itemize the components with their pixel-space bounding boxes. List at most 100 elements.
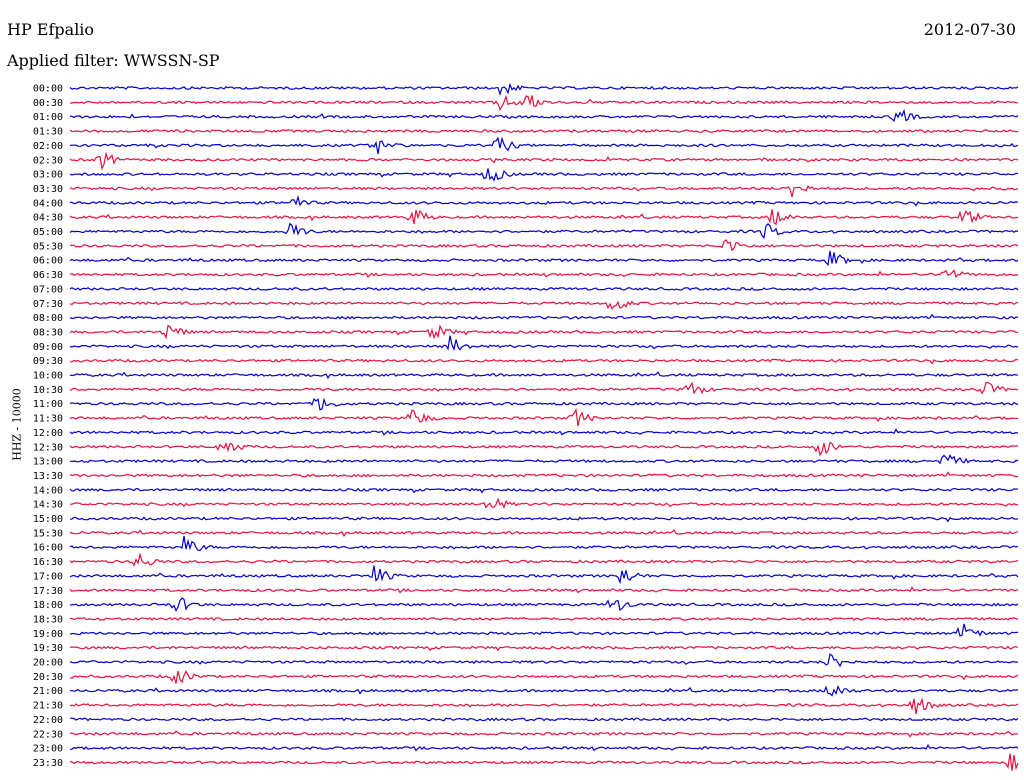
time-label-2130: 21:30 [33,701,63,712]
trace-row-0930 [70,358,1019,365]
trace-row-2330 [69,753,1019,771]
time-label-1700: 17:00 [33,571,63,582]
time-label-1200: 12:00 [33,428,63,439]
time-label-2200: 22:00 [33,715,63,726]
trace-row-1330 [69,471,1018,478]
time-label-0100: 01:00 [33,112,63,123]
trace-row-1630 [69,552,1019,567]
time-label-1830: 18:30 [33,614,63,625]
time-label-0930: 09:30 [33,356,63,367]
time-label-0330: 03:30 [33,184,63,195]
time-label-0600: 06:00 [33,256,63,267]
time-label-1430: 14:30 [33,500,63,511]
trace-row-1900 [69,623,1019,637]
trace-row-1800 [69,597,1019,613]
time-label-0400: 04:00 [33,198,63,209]
time-label-0500: 05:00 [33,227,63,238]
time-label-1500: 15:00 [33,514,63,525]
time-label-1930: 19:30 [33,643,63,654]
trace-row-2030 [69,670,1019,684]
trace-row-1530 [69,529,1019,537]
station-name: HP Efpalio [7,20,95,39]
time-label-1800: 18:00 [33,600,63,611]
time-label-0200: 02:00 [33,141,63,152]
trace-row-0130 [69,129,1019,134]
trace-row-0900 [69,335,1019,352]
trace-row-0100 [69,108,1019,122]
trace-row-1030 [69,381,1019,395]
time-label-0300: 03:00 [33,170,63,181]
time-label-1030: 10:30 [33,385,63,396]
trace-row-1400 [69,487,1019,494]
applied-filter-label: Applied filter: WWSSN-SP [7,51,220,70]
trace-row-2130 [69,697,1019,715]
trace-row-1230 [69,441,1019,457]
time-label-1100: 11:00 [33,399,63,410]
time-label-0530: 05:30 [33,241,63,252]
time-label-1400: 14:00 [33,485,63,496]
trace-row-2300 [69,744,1019,752]
trace-row-0700 [69,286,1019,291]
time-label-2030: 20:30 [33,672,63,683]
trace-row-1700 [69,565,1019,585]
trace-row-0030 [69,94,1019,111]
trace-row-0000 [69,82,1019,96]
time-label-2230: 22:30 [33,729,63,740]
time-label-1730: 17:30 [33,586,63,597]
time-label-2300: 23:00 [33,744,63,755]
time-label-1330: 13:30 [33,471,63,482]
trace-row-1930 [69,645,1019,652]
trace-row-0830 [69,324,1018,340]
trace-row-0730 [69,300,1019,310]
time-label-0130: 01:30 [33,127,63,138]
trace-row-0400 [69,194,1019,207]
trace-row-0500 [69,222,1019,239]
time-label-0830: 08:30 [33,327,63,338]
trace-row-0430 [69,209,1019,226]
trace-row-1600 [69,535,1019,552]
time-label-1130: 11:30 [33,414,63,425]
trace-row-1730 [69,586,1019,594]
trace-row-2230 [69,730,1019,738]
time-label-2000: 20:00 [33,658,63,669]
trace-row-0600 [69,250,1019,267]
trace-row-0230 [69,151,1019,171]
trace-row-1100 [69,397,1019,411]
trace-row-1430 [69,497,1019,510]
trace-row-0300 [69,168,1019,182]
time-label-0230: 02:30 [33,155,63,166]
time-label-0730: 07:30 [33,299,63,310]
trace-row-1830 [69,616,1019,622]
trace-row-1200 [69,428,1019,436]
trace-row-1300 [69,453,1019,465]
record-date: 2012-07-30 [923,20,1016,39]
time-label-0030: 00:30 [33,98,63,109]
time-label-1300: 13:00 [33,457,63,468]
time-label-0630: 06:30 [33,270,63,281]
time-label-0700: 07:00 [33,284,63,295]
trace-row-0630 [69,269,1019,279]
trace-row-0200 [69,136,1019,155]
time-label-2330: 23:30 [33,758,63,769]
trace-row-1000 [69,371,1019,380]
time-label-1000: 10:00 [33,371,63,382]
time-tick-labels: 00:00 00:30 01:00 01:30 02:00 02:30 03:00 03:30… [33,84,63,769]
time-label-1230: 12:30 [33,442,63,453]
time-label-1630: 16:30 [33,557,63,568]
time-label-1600: 16:00 [33,543,63,554]
time-label-0800: 08:00 [33,313,63,324]
trace-row-1130 [69,408,1019,427]
time-label-0430: 04:30 [33,213,63,224]
trace-row-2100 [69,684,1019,697]
time-label-2100: 21:00 [33,686,63,697]
trace-row-1500 [69,516,1019,523]
trace-row-2200 [70,717,1019,722]
time-label-1530: 15:30 [33,528,63,539]
time-label-0900: 09:00 [33,342,63,353]
time-label-1900: 19:00 [33,629,63,640]
traces-group [69,82,1019,771]
time-label-0000: 00:00 [33,84,63,95]
trace-row-2000 [69,653,1019,668]
trace-row-0530 [69,238,1019,252]
